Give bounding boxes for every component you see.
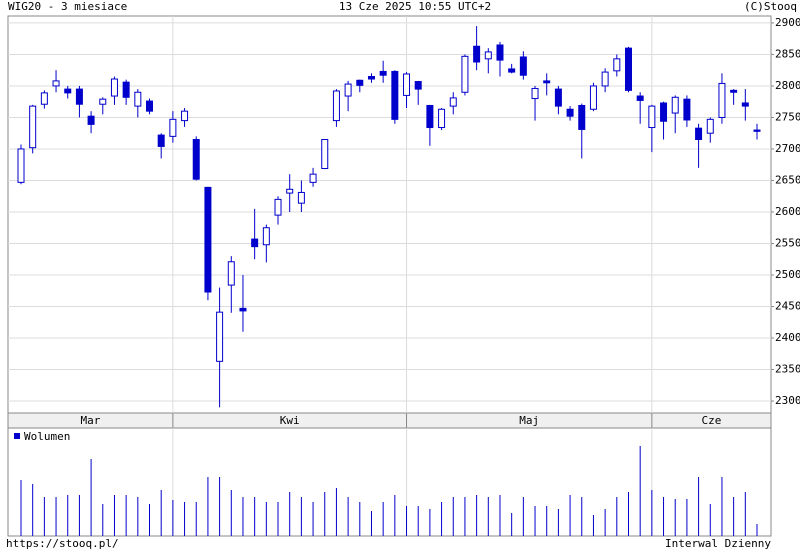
candle-body [157,134,165,147]
candle-body [403,73,411,96]
candle-body [519,56,527,76]
copyright: (C)Stooq [744,0,797,13]
candle-body [589,85,597,110]
candle-body [332,90,340,122]
candle-body [391,70,399,120]
y-tick-label: 2600 [775,205,800,218]
candle-body [473,45,481,63]
candle-body [321,139,329,169]
candle-body [344,83,352,97]
y-tick-label: 2500 [775,268,800,281]
candle-body [449,97,457,107]
x-tick-label: Maj [519,414,539,427]
candle-body [64,88,72,94]
candle-body [169,118,177,137]
candle-body [251,238,259,248]
candle-body [660,102,668,122]
candle-body [52,80,60,87]
candle-body [379,70,387,76]
candle-body [414,81,422,90]
candle-body [566,108,574,117]
candle-body [204,186,212,293]
candle-body [648,105,656,129]
candle-body [239,307,247,312]
y-tick-label: 2400 [775,331,800,344]
candle-body [75,88,83,105]
candle-body [192,139,200,180]
candle-body [496,44,504,61]
candle-body [40,92,48,105]
candle-body [146,100,154,112]
chart-title: WIG20 - 3 miesiace [8,0,127,13]
candle-body [718,82,726,118]
candle-body [181,110,189,122]
candle-body [297,191,305,204]
candle-body [554,88,562,107]
candle-body [356,79,364,86]
candle-body [262,227,270,246]
y-tick-label: 2300 [775,394,800,407]
volume-panel [7,427,772,537]
candle-body [741,102,749,107]
candle-body [508,68,516,73]
candle-body [706,118,714,134]
volume-legend: Wolumen [24,430,70,443]
y-tick-label: 2350 [775,363,800,376]
candle-body [753,129,761,132]
y-tick-label: 2850 [775,47,800,60]
y-tick-label: 2650 [775,173,800,186]
candle-body [484,51,492,60]
candle-body [683,98,691,121]
candle-body [613,58,621,72]
candle-body [274,198,282,216]
candle-body [110,78,118,97]
candle-body [29,105,37,149]
candle-body [17,148,25,183]
y-tick-label: 2750 [775,110,800,123]
candle-body [286,188,294,194]
volume-legend-swatch [14,433,20,439]
x-tick-label: Cze [701,414,721,427]
y-tick-label: 2450 [775,300,800,313]
chart-subtitle: 13 Cze 2025 10:55 UTC+2 [339,0,491,13]
candle-body [99,98,107,105]
y-tick-label: 2550 [775,236,800,249]
candle-body [309,173,317,183]
footer-interval: Interwal Dzienny [665,537,771,550]
candle-body [695,127,703,141]
footer-link: https://stooq.pl/ [6,537,119,550]
candle-body [461,55,469,93]
candle-body [122,81,130,98]
y-tick-label: 2800 [775,79,800,92]
candle-body [426,104,434,129]
candle-body [543,80,551,84]
candle-body [216,311,224,362]
x-tick-label: Kwi [280,414,300,427]
y-tick-label: 2900 [775,16,800,29]
candle-body [438,108,446,129]
y-tick-label: 2700 [775,142,800,155]
month-band [7,412,772,429]
candle-body [227,261,235,286]
price-panel [7,15,772,414]
candle-body [531,87,539,100]
candle-body [624,47,632,91]
candle-body [367,75,375,80]
candle-body [671,96,679,114]
candle-body [601,71,609,87]
candle-body [636,95,644,101]
candle-body [87,115,95,125]
candle-body [730,89,738,93]
candle-body [578,104,586,130]
candle-body [134,91,142,107]
x-tick-label: Mar [80,414,100,427]
